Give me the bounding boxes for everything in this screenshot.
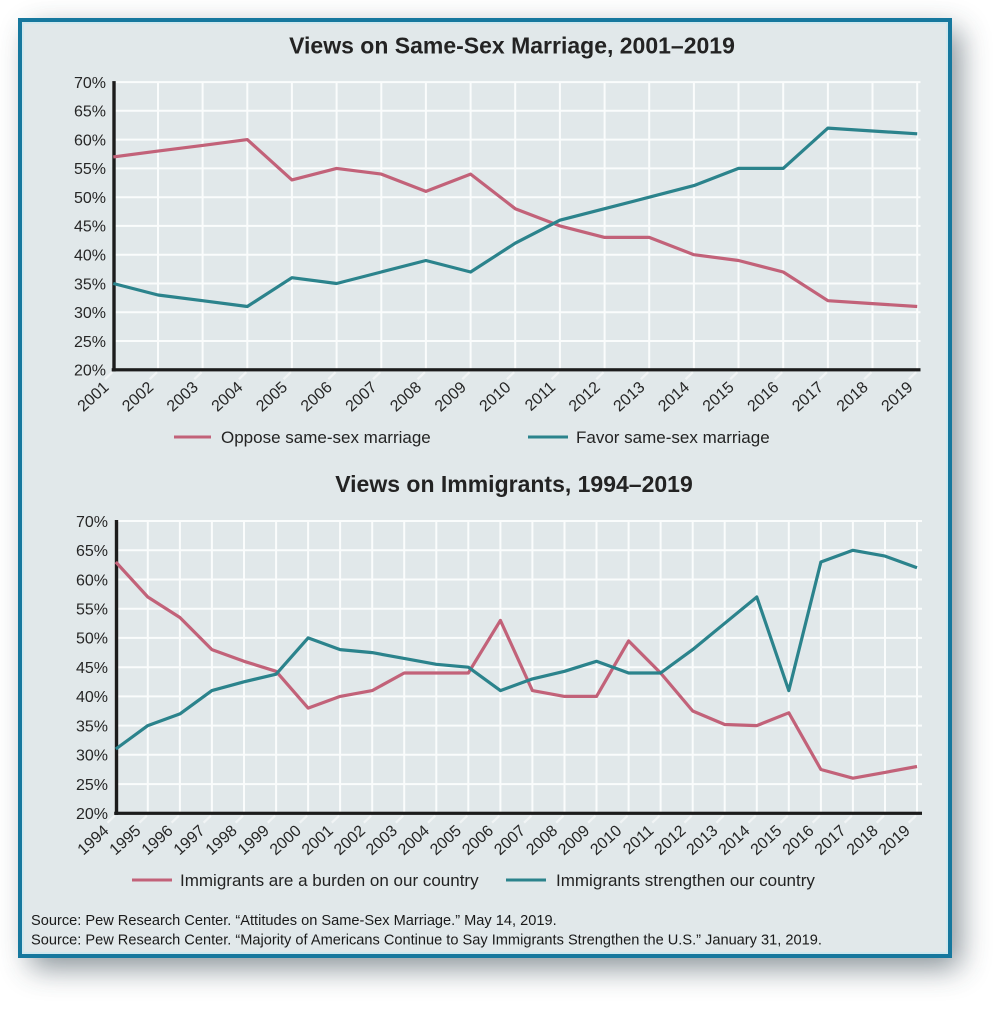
svg-text:50%: 50% <box>76 631 108 648</box>
svg-text:20%: 20% <box>76 806 108 823</box>
svg-text:25%: 25% <box>76 777 108 794</box>
svg-text:40%: 40% <box>76 689 108 706</box>
svg-text:Views on Immigrants, 1994–2019: Views on Immigrants, 1994–2019 <box>335 471 693 497</box>
svg-text:50%: 50% <box>74 190 106 207</box>
svg-text:40%: 40% <box>74 248 106 265</box>
svg-text:30%: 30% <box>74 305 106 322</box>
svg-text:Source: Pew Research Center. “: Source: Pew Research Center. “Attitudes … <box>31 913 557 929</box>
svg-text:65%: 65% <box>76 543 108 560</box>
svg-text:70%: 70% <box>74 75 106 92</box>
svg-text:35%: 35% <box>76 718 108 735</box>
svg-text:55%: 55% <box>74 161 106 178</box>
svg-text:30%: 30% <box>76 748 108 765</box>
svg-text:70%: 70% <box>76 514 108 531</box>
svg-text:35%: 35% <box>74 276 106 293</box>
svg-text:Views on Same-Sex Marriage, 20: Views on Same-Sex Marriage, 2001–2019 <box>289 33 735 59</box>
svg-text:45%: 45% <box>74 219 106 236</box>
svg-text:Immigrants are a burden on our: Immigrants are a burden on our country <box>180 871 479 890</box>
svg-text:60%: 60% <box>76 572 108 589</box>
svg-text:20%: 20% <box>74 363 106 380</box>
svg-text:Oppose same-sex marriage: Oppose same-sex marriage <box>221 428 431 447</box>
svg-text:Immigrants strengthen our coun: Immigrants strengthen our country <box>556 871 815 890</box>
svg-text:55%: 55% <box>76 602 108 619</box>
svg-text:Favor same-sex marriage: Favor same-sex marriage <box>576 428 770 447</box>
svg-text:65%: 65% <box>74 104 106 121</box>
svg-text:Source: Pew Research Center. “: Source: Pew Research Center. “Majority o… <box>31 933 822 949</box>
svg-text:60%: 60% <box>74 132 106 149</box>
svg-text:25%: 25% <box>74 334 106 351</box>
svg-text:45%: 45% <box>76 660 108 677</box>
